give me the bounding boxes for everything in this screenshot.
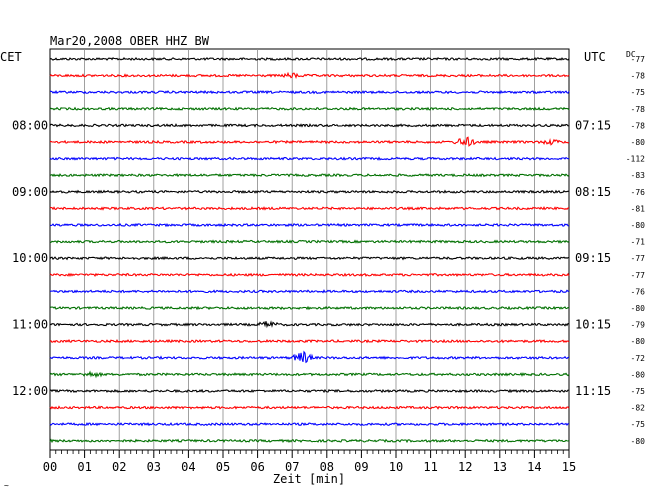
dc-value: -76 xyxy=(631,188,646,197)
dc-value: -80 xyxy=(631,370,646,379)
x-tick-label: 11 xyxy=(423,460,437,474)
right-time-label: 11:15 xyxy=(575,384,611,398)
x-tick-label: 06 xyxy=(250,460,264,474)
trace-row-23 xyxy=(49,438,570,444)
trace-row-10 xyxy=(49,222,570,228)
trace-row-1 xyxy=(49,71,570,79)
x-tick-label: 04 xyxy=(181,460,195,474)
dc-value: -79 xyxy=(631,321,646,330)
dc-value: -80 xyxy=(631,138,646,147)
dc-value: -82 xyxy=(631,404,646,413)
x-tick-label: 03 xyxy=(147,460,161,474)
dc-value: -72 xyxy=(631,354,646,363)
left-time-label: 12:00 xyxy=(12,384,48,398)
trace-row-14 xyxy=(49,289,570,294)
x-tick-label: 08 xyxy=(320,460,334,474)
right-time-label: 07:15 xyxy=(575,118,611,132)
chart-title: Mar20,2008 OBER HHZ BW xyxy=(50,34,210,48)
left-time-label: 11:00 xyxy=(12,318,48,332)
dc-label: DC xyxy=(626,50,636,59)
x-tick-label: 01 xyxy=(77,460,91,474)
dc-value: -83 xyxy=(631,171,646,180)
x-tick-label: 10 xyxy=(389,460,403,474)
x-tick-label: 12 xyxy=(458,460,472,474)
x-tick-label: 14 xyxy=(527,460,541,474)
dc-value: -78 xyxy=(631,121,646,130)
dc-value: -81 xyxy=(631,204,646,213)
trace-row-6 xyxy=(49,156,570,161)
left-time-label: 09:00 xyxy=(12,185,48,199)
dc-value: -80 xyxy=(631,304,646,313)
trace-row-5 xyxy=(49,136,570,147)
trace-row-11 xyxy=(49,239,570,244)
trace-row-0 xyxy=(49,56,570,62)
trace-row-19 xyxy=(49,370,570,379)
trace-row-8 xyxy=(49,189,570,194)
dc-value: -80 xyxy=(631,437,646,446)
left-axis-label: CET xyxy=(0,50,22,64)
x-tick-label: 05 xyxy=(216,460,230,474)
dc-value: -71 xyxy=(631,238,646,247)
trace-row-21 xyxy=(49,405,570,410)
dc-value: -78 xyxy=(631,105,646,114)
trace-row-20 xyxy=(49,388,570,394)
dc-value: -112 xyxy=(626,155,645,164)
trace-row-13 xyxy=(49,272,570,278)
right-time-label: 08:15 xyxy=(575,185,611,199)
right-axis-label: UTC xyxy=(584,50,606,64)
dc-value: -77 xyxy=(631,55,646,64)
dc-value: -75 xyxy=(631,387,646,396)
trace-row-17 xyxy=(49,338,570,344)
trace-row-22 xyxy=(49,422,570,427)
x-tick-label: 15 xyxy=(562,460,576,474)
trace-row-9 xyxy=(49,206,570,211)
x-ticks xyxy=(49,450,570,458)
trace-row-4 xyxy=(49,123,569,128)
dc-value: -78 xyxy=(631,72,646,81)
dc-value: -75 xyxy=(631,420,646,429)
trace-row-12 xyxy=(49,256,570,261)
dc-value: -80 xyxy=(631,337,646,346)
x-axis-label: Zeit [min] xyxy=(273,472,345,486)
trace-row-18 xyxy=(49,350,570,364)
x-tick-label: 02 xyxy=(112,460,126,474)
dc-value: -77 xyxy=(631,254,646,263)
trace-row-7 xyxy=(49,173,570,178)
labels: 00 01 02 03 04 05 06 07 08 09 10 11 12 13 14 15 Mar20,20… xyxy=(0,34,645,490)
left-time-label: 08:00 xyxy=(12,118,48,132)
trace-lines xyxy=(49,56,570,444)
dc-value: -75 xyxy=(631,88,646,97)
x-tick-label: 09 xyxy=(354,460,368,474)
footer-mark: ~ xyxy=(4,481,9,490)
trace-row-16 xyxy=(49,320,570,329)
x-tick-label: 00 xyxy=(43,460,57,474)
dc-value: -80 xyxy=(631,221,646,230)
dc-value: -76 xyxy=(631,287,646,296)
right-time-label: 09:15 xyxy=(575,251,611,265)
x-tick-label: 13 xyxy=(493,460,507,474)
trace-row-2 xyxy=(50,89,570,95)
dc-value: -77 xyxy=(631,271,646,280)
left-time-label: 10:00 xyxy=(12,251,48,265)
trace-row-3 xyxy=(49,106,570,111)
x-tick-label: 07 xyxy=(285,460,299,474)
trace-row-15 xyxy=(49,305,570,311)
right-time-label: 10:15 xyxy=(575,318,611,332)
